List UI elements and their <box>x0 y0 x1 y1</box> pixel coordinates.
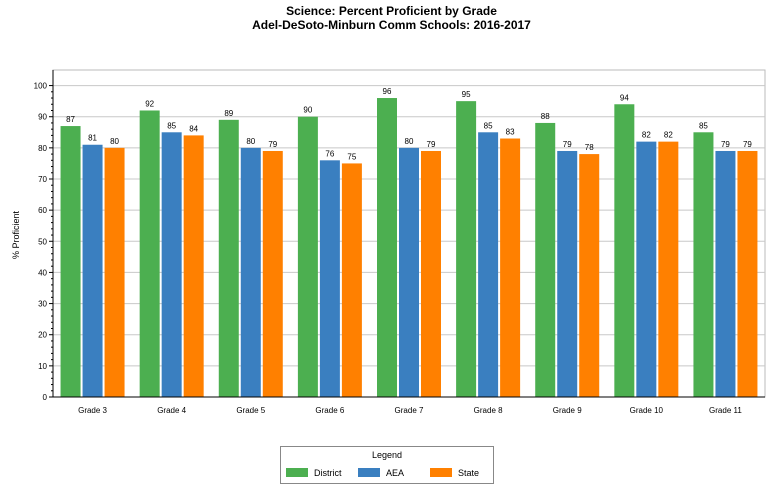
x-tick-label: Grade 7 <box>395 406 424 415</box>
data-label: 76 <box>325 149 334 158</box>
data-label: 85 <box>167 121 176 130</box>
y-tick-label: 60 <box>38 206 47 215</box>
bar-state-grade-9 <box>579 154 600 397</box>
data-label: 84 <box>189 124 198 133</box>
bar-district-grade-8 <box>456 101 477 398</box>
bar-district-grade-5 <box>218 119 239 397</box>
data-label: 81 <box>88 134 97 143</box>
chart-title: Science: Percent Proficient by Grade <box>286 4 497 18</box>
data-label: 94 <box>620 93 629 102</box>
data-label: 87 <box>66 115 75 124</box>
data-label: 85 <box>699 121 708 130</box>
data-label: 95 <box>462 90 471 99</box>
bar-district-grade-10 <box>614 104 635 397</box>
bar-district-grade-4 <box>139 110 160 397</box>
bar-aea-grade-9 <box>557 150 578 397</box>
y-axis-label: % Proficient <box>11 210 21 259</box>
y-axis: 0 10 20 30 40 50 60 70 80 90 100 <box>34 70 54 402</box>
data-label: 88 <box>541 112 550 121</box>
x-tick-label: Grade 6 <box>315 406 344 415</box>
data-label: 78 <box>585 143 594 152</box>
x-axis: Grade 3 Grade 4 Grade 5 Grade 6 Grade 7 Grade… <box>53 396 765 415</box>
data-label: 80 <box>246 137 255 146</box>
bar-state-grade-8 <box>500 138 521 397</box>
data-label: 79 <box>563 140 572 149</box>
bar-district-grade-6 <box>297 116 318 397</box>
x-tick-label: Grade 8 <box>474 406 503 415</box>
data-label: 85 <box>484 121 493 130</box>
bars: 87 81 80 92 85 84 89 80 79 90 76 75 96 80 79 95 85 83 88 79… <box>60 87 758 398</box>
bar-state-grade-10 <box>658 141 679 397</box>
y-tick-label: 20 <box>38 331 47 340</box>
y-tick-label: 70 <box>38 175 47 184</box>
legend-swatch-aea <box>358 468 380 477</box>
bar-aea-grade-11 <box>715 150 736 397</box>
y-tick-label: 80 <box>38 144 47 153</box>
data-label: 89 <box>224 109 233 118</box>
bar-state-grade-6 <box>341 163 362 397</box>
bar-district-grade-11 <box>693 132 714 398</box>
bar-state-grade-3 <box>104 147 125 397</box>
legend-item-state: State <box>430 468 479 478</box>
x-tick-label: Grade 3 <box>78 406 107 415</box>
y-tick-label: 50 <box>38 237 47 246</box>
bar-aea-grade-4 <box>161 132 182 398</box>
legend-label-aea: AEA <box>386 468 405 478</box>
x-tick-label: Grade 5 <box>236 406 265 415</box>
data-label: 83 <box>506 128 515 137</box>
data-label: 92 <box>145 99 154 108</box>
y-tick-label: 30 <box>38 300 47 309</box>
y-tick-label: 40 <box>38 268 47 277</box>
bar-aea-grade-10 <box>636 141 657 397</box>
bar-aea-grade-3 <box>82 144 103 397</box>
x-tick-label: Grade 10 <box>630 406 664 415</box>
bar-aea-grade-7 <box>399 147 419 397</box>
bar-aea-grade-5 <box>240 147 261 397</box>
data-label: 96 <box>383 87 392 96</box>
chart-subtitle: Adel-DeSoto-Minburn Comm Schools: 2016-2… <box>252 18 531 32</box>
bar-district-grade-9 <box>535 122 556 397</box>
bar-state-grade-4 <box>183 135 204 397</box>
data-label: 79 <box>427 140 436 149</box>
legend-item-district: District <box>286 468 342 478</box>
data-label: 82 <box>664 131 673 140</box>
y-tick-label: 0 <box>43 393 48 402</box>
y-tick-label: 100 <box>34 82 48 91</box>
data-label: 75 <box>347 152 356 161</box>
bar-aea-grade-8 <box>478 132 499 398</box>
bar-state-grade-11 <box>737 150 758 397</box>
bar-state-grade-5 <box>262 150 283 397</box>
legend-swatch-district <box>286 468 308 477</box>
legend-item-aea: AEA <box>358 468 404 478</box>
data-label: 79 <box>721 140 730 149</box>
data-label: 80 <box>405 137 414 146</box>
y-tick-label: 10 <box>38 362 47 371</box>
data-label: 82 <box>642 131 651 140</box>
legend-label-state: State <box>458 468 480 478</box>
bar-state-grade-7 <box>421 150 441 397</box>
legend-label-district: District <box>314 468 342 478</box>
y-tick-label: 90 <box>38 113 47 122</box>
data-label: 79 <box>268 140 277 149</box>
data-label: 90 <box>303 106 312 115</box>
legend-swatch-state <box>430 468 452 477</box>
x-tick-label: Grade 9 <box>553 406 582 415</box>
legend-title: Legend <box>371 450 403 460</box>
bar-district-grade-3 <box>60 126 81 398</box>
legend: Legend District AEA State <box>280 446 494 484</box>
data-label: 80 <box>110 137 119 146</box>
bar-chart: 87 81 80 92 85 84 89 80 79 90 76 75 96 80 79 95 85 83 88 79… <box>11 69 766 415</box>
bar-aea-grade-6 <box>319 160 340 397</box>
x-tick-label: Grade 11 <box>709 406 742 415</box>
data-label: 79 <box>743 140 752 149</box>
x-tick-label: Grade 4 <box>157 406 186 415</box>
bar-district-grade-7 <box>377 98 397 398</box>
